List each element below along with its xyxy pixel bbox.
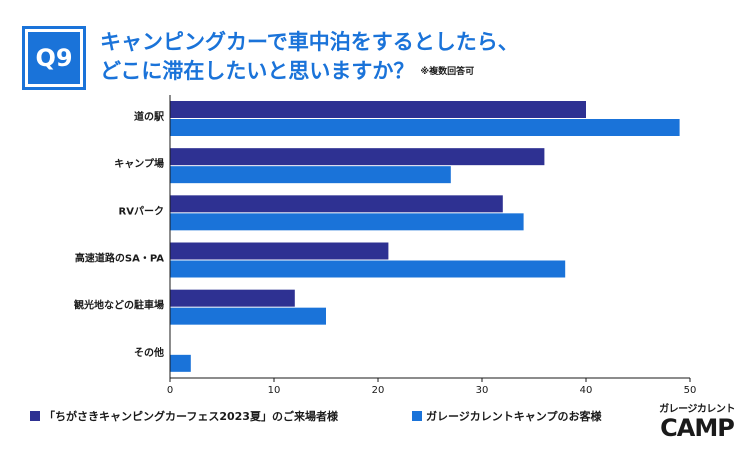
title-line-2: どこに滞在したいと思いますか？ ※複数回答可 <box>100 57 660 87</box>
question-badge: Q9 <box>22 26 86 90</box>
bar-series-2 <box>170 307 326 325</box>
legend-swatch-series-1 <box>30 411 40 421</box>
bar-series-2 <box>170 354 191 372</box>
y-tick-label: 道の駅 <box>134 110 165 123</box>
y-tick-label: RVパーク <box>119 205 164 217</box>
x-tick-label: 40 <box>580 385 593 396</box>
legend-label-series-1: 「ちがさきキャンピングカーフェス2023夏」のご来場者様 <box>44 410 338 423</box>
title-line-2-text: どこに滞在したいと思いますか？ <box>100 59 415 83</box>
logo-top-text: ガレージカレント <box>659 404 735 415</box>
logo-bottom-text: CAMP <box>660 414 735 442</box>
y-tick-label: 観光地などの駐車場 <box>74 299 164 312</box>
x-tick-label: 10 <box>268 385 281 396</box>
bar-series-1 <box>170 195 503 213</box>
y-tick-label: その他 <box>134 346 164 359</box>
legend-label-series-2: ガレージカレントキャンプのお客様 <box>426 410 602 423</box>
bar-series-1 <box>170 289 295 307</box>
bar-series-1 <box>170 148 545 166</box>
legend-swatch-series-2 <box>412 411 422 421</box>
bar-series-2 <box>170 213 524 231</box>
legend-item-series-2: ガレージカレントキャンプのお客様 <box>412 408 601 424</box>
brand-logo: ガレージカレント CAMP <box>652 400 742 446</box>
bar-series-1 <box>170 101 586 118</box>
bar-series-1 <box>170 242 389 260</box>
x-tick-label: 20 <box>372 385 385 396</box>
y-tick-label: キャンプ場 <box>114 157 164 170</box>
x-tick-label: 30 <box>476 385 489 396</box>
chart-title: キャンピングカーで車中泊をするとしたら、 どこに滞在したいと思いますか？ ※複数回… <box>100 28 660 87</box>
title-note: ※複数回答可 <box>420 66 475 77</box>
y-tick-label: 高速道路のSA・PA <box>75 252 164 265</box>
title-line-1: キャンピングカーで車中泊をするとしたら、 <box>100 30 519 54</box>
x-tick-label: 50 <box>684 385 697 396</box>
bar-series-2 <box>170 119 680 136</box>
x-tick-label: 0 <box>167 385 173 396</box>
legend-item-series-1: 「ちがさきキャンピングカーフェス2023夏」のご来場者様 <box>30 408 338 424</box>
question-number: Q9 <box>28 32 80 84</box>
bar-series-2 <box>170 166 451 184</box>
bar-series-2 <box>170 260 566 278</box>
